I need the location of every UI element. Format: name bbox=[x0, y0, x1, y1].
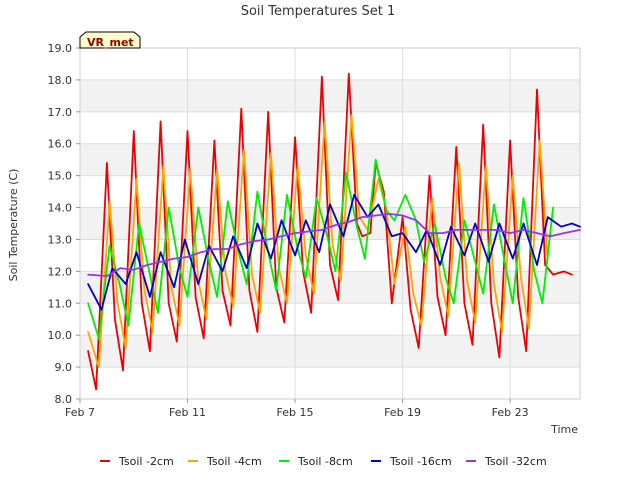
y-axis-title: Soil Temperature (C) bbox=[7, 169, 20, 282]
plot-area bbox=[79, 47, 581, 400]
y-tick-label: 10.0 bbox=[48, 329, 73, 342]
x-tick-label: Feb 23 bbox=[492, 406, 529, 419]
x-tick-label: Feb 15 bbox=[277, 406, 314, 419]
y-tick-label: 9.0 bbox=[55, 361, 73, 374]
series-line-3 bbox=[87, 158, 554, 340]
y-axis-ticks: 8.0 9.0 10.0 11.0 12.0 13.0 14.0 15.0 16.0 17.0 18… bbox=[48, 42, 80, 406]
grid-band bbox=[80, 143, 580, 176]
y-tick-label: 17.0 bbox=[48, 106, 73, 119]
annotation-shape bbox=[79, 31, 141, 49]
y-tick-label: 11.0 bbox=[48, 297, 73, 310]
annotation-box: VR_met bbox=[79, 31, 141, 49]
y-tick-label: 19.0 bbox=[48, 42, 73, 55]
y-tick-label: 18.0 bbox=[48, 74, 73, 87]
x-axis-ticks: Feb 7 Feb 11 Feb 15 Feb 19 Feb 23 bbox=[65, 399, 529, 419]
x-axis-title: Time bbox=[550, 423, 578, 436]
legend: Tsoil -2cm Tsoil -4cm Tsoil -8cm Tsoil -16c… bbox=[100, 455, 547, 468]
plot-frame bbox=[79, 47, 581, 400]
legend-label: Tsoil -4cm bbox=[206, 455, 262, 468]
y-tick-label: 15.0 bbox=[48, 170, 73, 183]
series-line-5 bbox=[87, 212, 581, 278]
x-tick-label: Feb 7 bbox=[65, 406, 95, 419]
x-tick-label: Feb 19 bbox=[384, 406, 421, 419]
annotation-label: VR_met bbox=[87, 36, 134, 49]
series-line-1 bbox=[87, 72, 573, 391]
series-lines bbox=[87, 72, 581, 391]
y-tick-label: 16.0 bbox=[48, 138, 73, 151]
y-tick-label: 8.0 bbox=[55, 393, 73, 406]
chart-title: Soil Temperatures Set 1 bbox=[241, 4, 396, 19]
x-tick-label: Feb 11 bbox=[169, 406, 206, 419]
grid-band bbox=[80, 335, 580, 368]
y-tick-label: 14.0 bbox=[48, 202, 73, 215]
series-line-4 bbox=[87, 193, 581, 311]
grid-band bbox=[80, 79, 580, 112]
legend-label: Tsoil -16cm bbox=[389, 455, 452, 468]
legend-label: Tsoil -2cm bbox=[118, 455, 174, 468]
y-tick-label: 12.0 bbox=[48, 265, 73, 278]
legend-label: Tsoil -8cm bbox=[297, 455, 353, 468]
grid-bands bbox=[80, 79, 580, 368]
legend-label: Tsoil -32cm bbox=[484, 455, 547, 468]
y-tick-label: 13.0 bbox=[48, 233, 73, 246]
